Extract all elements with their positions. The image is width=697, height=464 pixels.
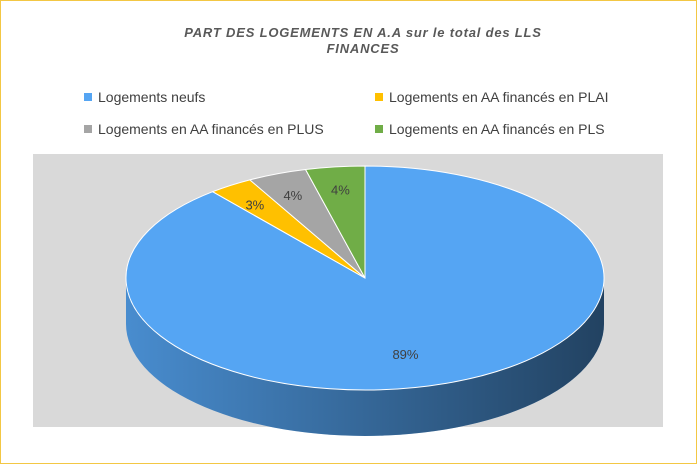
legend-label: Logements en AA financés en PLAI (389, 89, 609, 105)
legend-item: Logements en AA financés en PLAI (375, 89, 609, 105)
legend-item: Logements en AA financés en PLUS (84, 121, 324, 137)
chart-title: PART DES LOGEMENTS EN A.A sur le total d… (184, 25, 542, 56)
legend-swatch (84, 125, 92, 133)
legend-item: Logements en AA financés en PLS (375, 121, 605, 137)
data-label: 4% (331, 182, 350, 197)
data-label: 4% (283, 188, 302, 203)
data-label: 89% (392, 347, 418, 362)
pie-side-shade (126, 278, 604, 436)
legend-label: Logements en AA financés en PLUS (98, 121, 324, 137)
legend-swatch (84, 93, 92, 101)
legend-label: Logements en AA financés en PLS (389, 121, 605, 137)
legend-swatch (375, 93, 383, 101)
legend-item: Logements neufs (84, 89, 205, 105)
data-label: 3% (245, 197, 264, 212)
legend-label: Logements neufs (98, 89, 206, 105)
pie-slice (304, 165, 366, 279)
legend-swatch (375, 125, 383, 133)
